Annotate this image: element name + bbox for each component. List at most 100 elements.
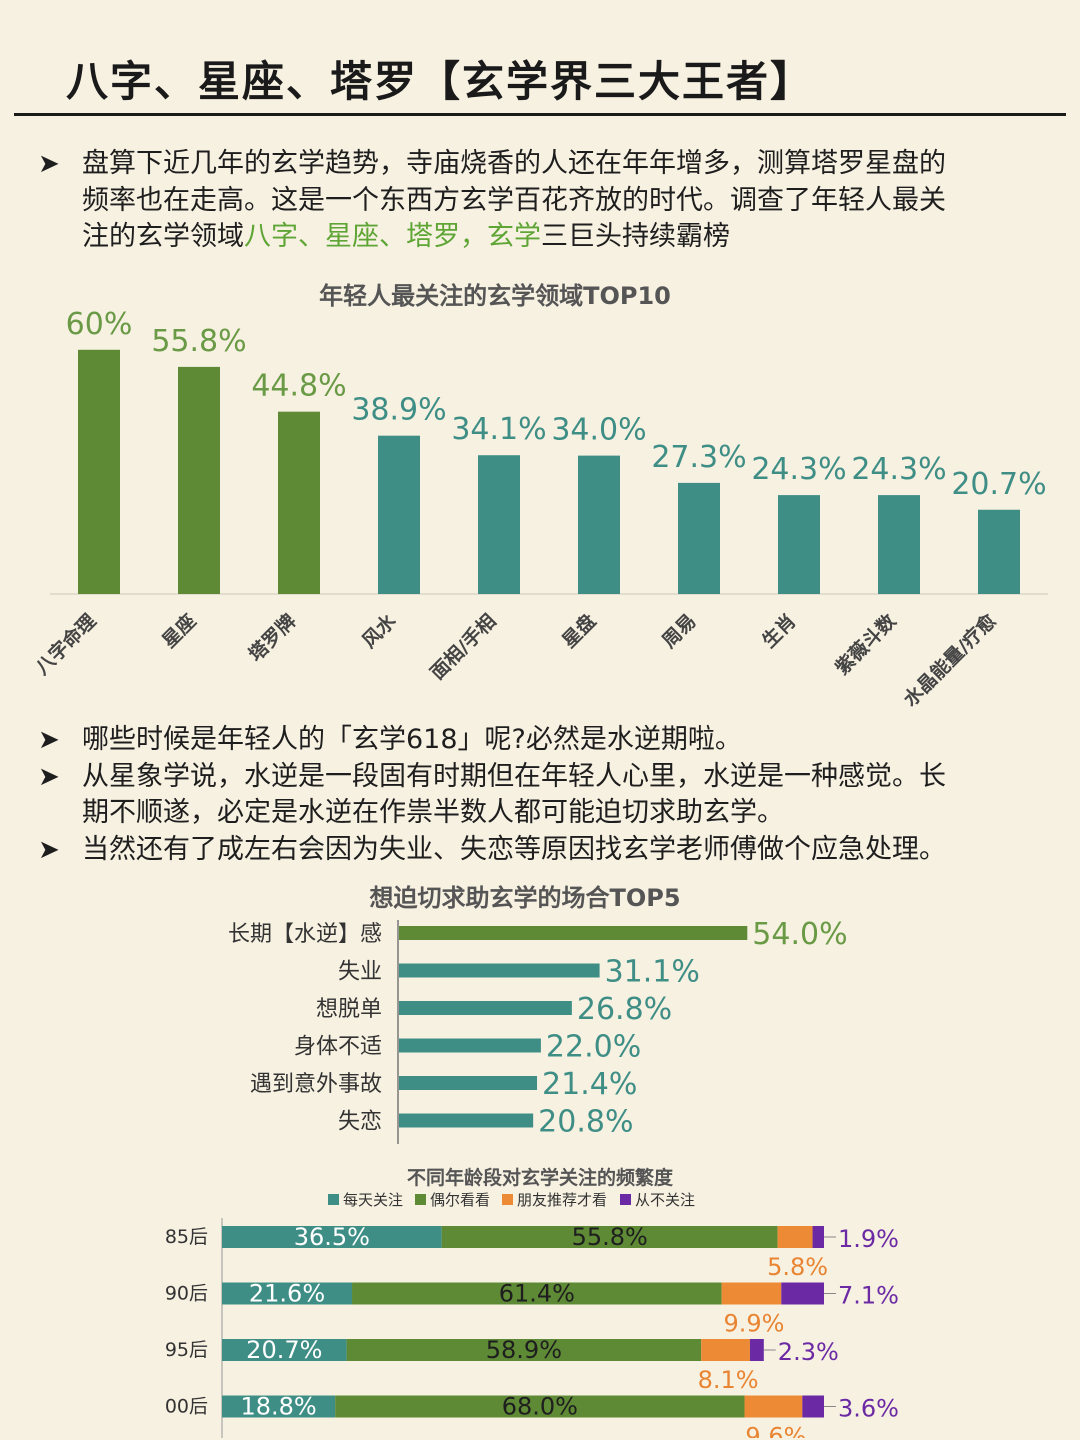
top10-bar-chart: 60% 八字命理 55.8% 星座 44.8% 塔罗牌 38.9% 风水 34.1% 面相/手相 3… bbox=[31, 307, 1048, 711]
bar bbox=[978, 509, 1020, 594]
segment-value-label: 36.5% bbox=[294, 1223, 370, 1251]
legend-swatch bbox=[415, 1194, 426, 1205]
stacked-segment bbox=[744, 1395, 803, 1418]
bar-value-label: 20.8% bbox=[538, 1105, 633, 1140]
bar-value-label: 60% bbox=[66, 307, 133, 342]
legend-swatch bbox=[620, 1194, 631, 1205]
category-label: 85后 bbox=[165, 1226, 208, 1248]
bar bbox=[878, 495, 920, 594]
segment-value-label: 2.3% bbox=[778, 1338, 839, 1366]
bar-value-label: 27.3% bbox=[651, 440, 746, 475]
intro-line-3-post: 三巨头持续霸榜 bbox=[541, 221, 730, 252]
segment-value-label: 20.7% bbox=[246, 1336, 322, 1364]
stacked-segment bbox=[721, 1282, 782, 1305]
bar bbox=[399, 1076, 538, 1090]
category-label: 塔罗牌 bbox=[244, 609, 301, 666]
mid-point-3: 当然还有了成左右会因为失业、失恋等原因找玄学老师傅做个应急处理。 bbox=[82, 833, 946, 865]
stacked-segment bbox=[781, 1282, 824, 1305]
stacked-segment bbox=[441, 1226, 778, 1248]
category-label: 风水 bbox=[358, 609, 401, 652]
bar-value-label: 26.8% bbox=[577, 992, 672, 1027]
intro-line-3-pre: 注的玄学领域 bbox=[82, 221, 244, 252]
category-label: 想脱单 bbox=[316, 997, 382, 1022]
legend-swatch bbox=[328, 1194, 339, 1205]
bar-value-label: 22.0% bbox=[546, 1030, 641, 1065]
age-stacked-bar-chart: 每天关注 偶尔看看 朋友推荐才看 从不关注 85后 36.5% 55.8% 5.8% 1.9% 9… bbox=[165, 1191, 899, 1439]
category-label: 星座 bbox=[157, 609, 200, 652]
chart2-title: 想迫切求助玄学的场合TOP5 bbox=[369, 884, 681, 912]
category-label: 生肖 bbox=[757, 609, 800, 652]
stacked-segment bbox=[222, 1339, 347, 1361]
segment-value-label: 58.9% bbox=[486, 1336, 562, 1364]
mid-point-2-line-2: 期不顺遂，必定是水逆在作祟半数人都可能迫切求助玄学。 bbox=[82, 797, 784, 828]
intro-paragraph: ➤ 盘算下近几年的玄学趋势，寺庙烧香的人还在年年增多，测算塔罗星盘的 频率也在走… bbox=[38, 146, 1068, 256]
page-title: 八字、星座、塔罗【玄学界三大王者】 bbox=[66, 57, 815, 106]
bullet-arrow-icon: ➤ bbox=[38, 149, 60, 179]
bar-value-label: 21.4% bbox=[542, 1067, 637, 1102]
segment-value-label: 18.8% bbox=[240, 1393, 316, 1421]
mid-point-2-line-1: 从星象学说，水逆是一段固有时期但在年轻人心里，水逆是一种感觉。长 bbox=[82, 760, 946, 792]
stacked-segment bbox=[812, 1226, 824, 1248]
category-label: 00后 bbox=[165, 1396, 208, 1418]
bar-value-label: 24.3% bbox=[851, 452, 946, 487]
mid-point-1: 哪些时候是年轻人的「玄学618」呢?必然是水逆期啦。 bbox=[82, 724, 742, 755]
segment-value-label: 21.6% bbox=[249, 1280, 325, 1308]
legend-item: 从不关注 bbox=[635, 1191, 695, 1209]
segment-value-label: 8.1% bbox=[698, 1366, 759, 1394]
stacked-segment bbox=[222, 1395, 336, 1418]
bar bbox=[378, 435, 420, 594]
segment-value-label: 55.8% bbox=[572, 1223, 648, 1251]
bullet-arrow-icon: ➤ bbox=[38, 834, 60, 865]
bar-value-label: 44.8% bbox=[251, 369, 346, 404]
category-label: 90后 bbox=[165, 1283, 208, 1305]
bar bbox=[399, 1001, 572, 1015]
bar-value-label: 38.9% bbox=[351, 393, 446, 428]
category-label: 失恋 bbox=[338, 1110, 382, 1135]
segment-value-label: 9.6% bbox=[745, 1423, 806, 1439]
stacked-segment bbox=[222, 1282, 353, 1305]
category-label: 95后 bbox=[165, 1339, 208, 1361]
bar-value-label: 20.7% bbox=[951, 467, 1046, 502]
bar bbox=[399, 1038, 541, 1053]
bar-value-label: 24.3% bbox=[751, 452, 846, 487]
bar-value-label: 34.0% bbox=[551, 413, 646, 448]
bar-value-label: 34.1% bbox=[451, 412, 546, 447]
category-label: 周易 bbox=[658, 610, 700, 652]
segment-value-label: 68.0% bbox=[502, 1393, 578, 1421]
segment-value-label: 1.9% bbox=[838, 1225, 899, 1253]
legend-swatch bbox=[502, 1194, 513, 1205]
bar bbox=[399, 926, 748, 940]
bar bbox=[578, 455, 620, 594]
bar bbox=[278, 411, 320, 594]
bar bbox=[478, 455, 520, 594]
stacked-segment bbox=[701, 1339, 750, 1361]
stacked-segment bbox=[222, 1226, 442, 1248]
stacked-segment bbox=[352, 1282, 722, 1305]
legend-item: 偶尔看看 bbox=[430, 1191, 490, 1209]
bullet-arrow-icon: ➤ bbox=[38, 761, 60, 792]
bullet-arrow-icon: ➤ bbox=[38, 725, 60, 755]
category-label: 面相/手相 bbox=[426, 609, 501, 684]
title-divider bbox=[14, 113, 1066, 116]
chart1-title: 年轻人最关注的玄学领域TOP10 bbox=[319, 282, 671, 310]
bar bbox=[399, 1113, 534, 1128]
chart3-title: 不同年龄段对玄学关注的频繁度 bbox=[406, 1167, 673, 1189]
stacked-segment bbox=[335, 1395, 745, 1418]
top5-hbar-chart: 长期【水逆】感 54.0% 失业 31.1% 想脱单 26.8% 身体不适 22.0% 遇到意外… bbox=[228, 917, 848, 1144]
segment-value-label: 3.6% bbox=[838, 1395, 899, 1423]
stacked-segment bbox=[346, 1339, 702, 1361]
category-label: 八字命理 bbox=[31, 609, 101, 679]
category-label: 紫薇斗数 bbox=[831, 609, 902, 680]
category-label: 遇到意外事故 bbox=[250, 1072, 382, 1097]
category-label: 身体不适 bbox=[294, 1035, 382, 1060]
bar-value-label: 55.8% bbox=[151, 324, 246, 359]
bar bbox=[178, 366, 220, 594]
stacked-segment bbox=[777, 1226, 813, 1248]
category-label: 失业 bbox=[338, 960, 382, 985]
bar-value-label: 31.1% bbox=[605, 955, 700, 990]
category-label: 水晶能量/疗愈 bbox=[899, 609, 1001, 711]
bar bbox=[399, 963, 600, 978]
intro-line-1: 盘算下近几年的玄学趋势，寺庙烧香的人还在年年增多，测算塔罗星盘的 bbox=[82, 148, 946, 179]
category-label: 星盘 bbox=[557, 609, 600, 652]
category-label: 长期【水逆】感 bbox=[228, 922, 382, 947]
